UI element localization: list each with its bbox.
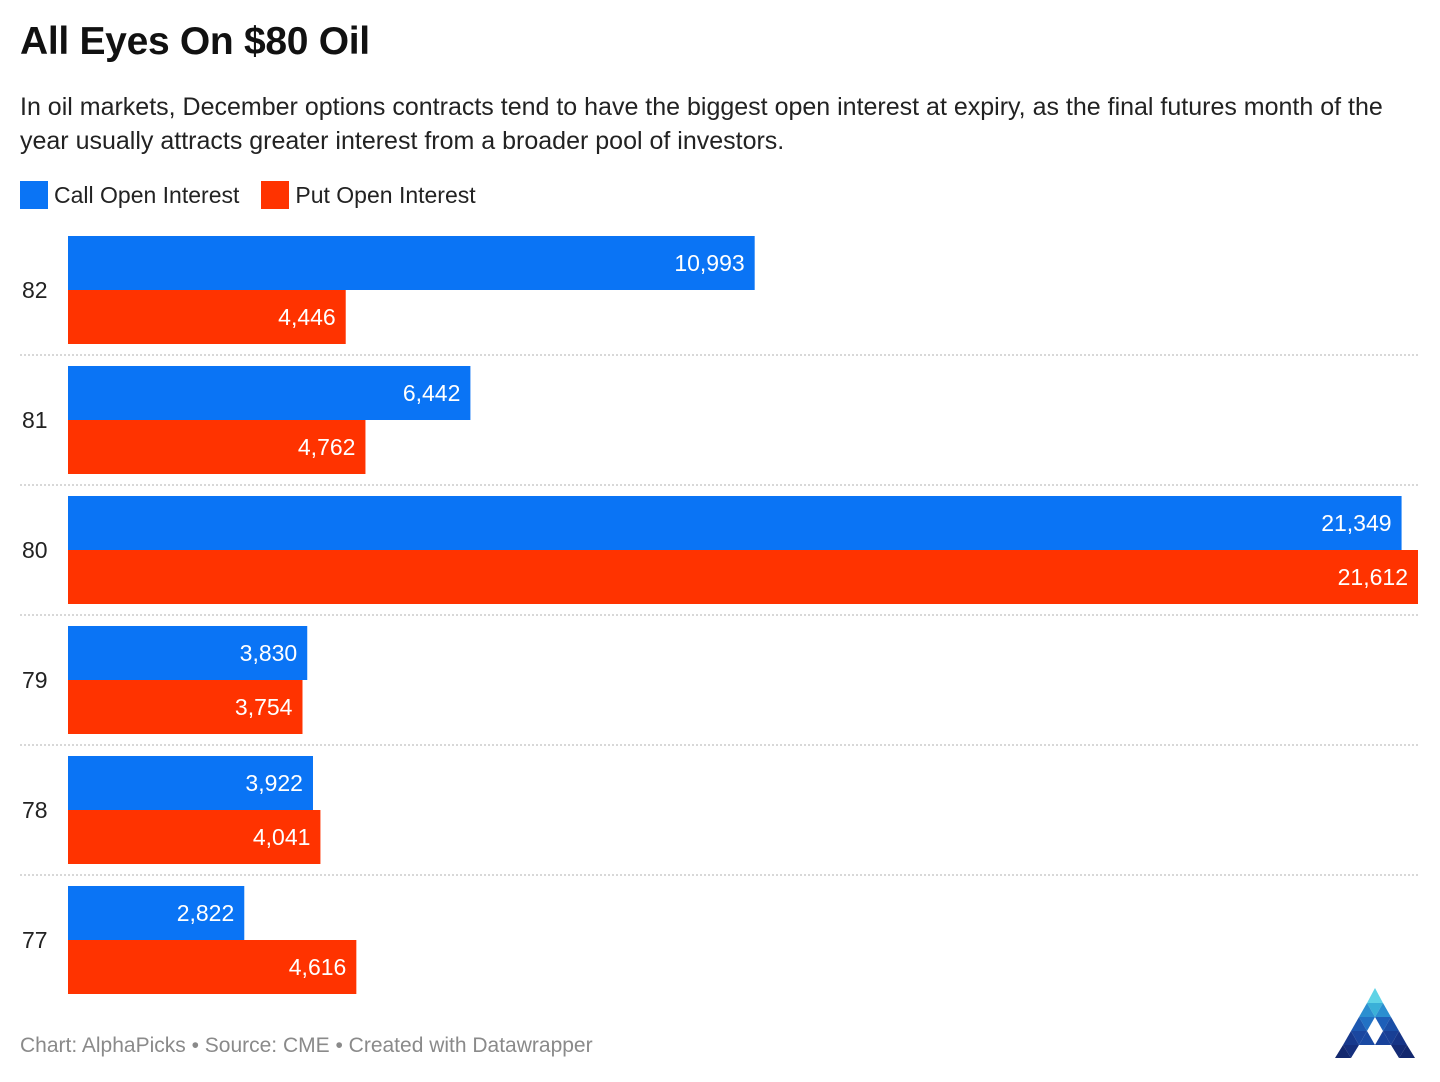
legend: Call Open Interest Put Open Interest: [20, 180, 498, 210]
put-value-label: 4,446: [278, 304, 336, 330]
legend-swatch-call: [20, 181, 48, 209]
legend-item-put: Put Open Interest: [261, 181, 476, 209]
category-label: 82: [22, 277, 48, 303]
put-bar: [68, 810, 321, 864]
call-bar: [68, 626, 308, 680]
chart-subtitle: In oil markets, December options contrac…: [20, 93, 1383, 155]
put-bar: [68, 680, 303, 734]
call-bar: [68, 366, 471, 420]
put-bar: [68, 940, 357, 994]
call-bar: [68, 496, 1402, 550]
put-bar: [68, 290, 346, 344]
put-value-label: 21,612: [1338, 564, 1408, 590]
category-label: 78: [22, 797, 48, 823]
call-value-label: 3,830: [240, 640, 298, 666]
put-bar: [68, 420, 366, 474]
legend-label-call: Call Open Interest: [54, 181, 240, 208]
legend-item-call: Call Open Interest: [20, 181, 239, 209]
legend-label-put: Put Open Interest: [295, 181, 476, 208]
put-value-label: 4,616: [289, 954, 347, 980]
category-label: 81: [22, 407, 48, 433]
call-bar: [68, 756, 313, 810]
category-label: 77: [22, 927, 48, 953]
call-value-label: 6,442: [403, 380, 461, 406]
legend-swatch-put: [261, 181, 290, 209]
call-value-label: 2,822: [177, 900, 235, 926]
put-value-label: 4,762: [298, 434, 356, 460]
alphapicks-triangle-logo-icon: [1335, 988, 1415, 1058]
put-bar: [68, 550, 1418, 604]
put-value-label: 4,041: [253, 824, 311, 850]
chart-footer: Chart: AlphaPicks • Source: CME • Create…: [20, 1034, 593, 1057]
category-label: 80: [22, 537, 48, 563]
call-value-label: 10,993: [674, 250, 744, 276]
put-value-label: 3,754: [235, 694, 293, 720]
call-bar: [68, 886, 245, 940]
call-value-label: 21,349: [1321, 510, 1391, 536]
chart-title: All Eyes On $80 Oil: [20, 20, 370, 63]
category-label: 79: [22, 667, 48, 693]
call-value-label: 3,922: [245, 770, 303, 796]
call-bar: [68, 236, 755, 290]
